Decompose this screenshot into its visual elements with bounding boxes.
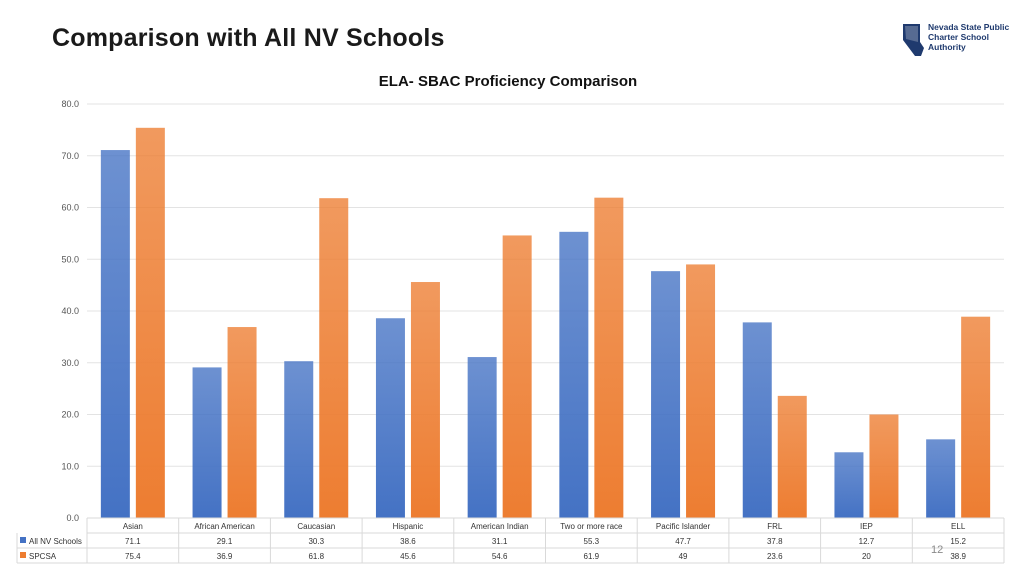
y-tick-label: 50.0 <box>61 254 79 264</box>
y-tick-label: 30.0 <box>61 358 79 368</box>
y-tick-label: 10.0 <box>61 461 79 471</box>
y-tick-label: 80.0 <box>61 99 79 109</box>
bar-spcsa <box>227 327 257 518</box>
logo-text-line: Authority <box>928 42 966 52</box>
page-number: 12 <box>931 544 944 556</box>
bar-all-nv-schools <box>834 452 864 518</box>
legend-swatch <box>20 537 26 543</box>
data-label: 12.7 <box>859 537 875 546</box>
bar-all-nv-schools <box>284 361 314 518</box>
category-label: Pacific Islander <box>656 522 711 531</box>
data-label: 30.3 <box>308 537 324 546</box>
legend-swatch <box>20 552 26 558</box>
data-label: 75.4 <box>125 552 141 561</box>
logo-text-line: Nevada State Public <box>928 22 1010 32</box>
bar-all-nv-schools <box>192 367 222 518</box>
data-label: 15.2 <box>950 537 966 546</box>
legend-label: SPCSA <box>29 552 57 561</box>
bar-spcsa <box>961 316 991 518</box>
category-label: American Indian <box>471 522 529 531</box>
nevada-state-icon <box>903 24 924 56</box>
category-label: FRL <box>767 522 783 531</box>
data-label: 61.8 <box>308 552 324 561</box>
data-label: 55.3 <box>584 537 600 546</box>
legend-label: All NV Schools <box>29 537 82 546</box>
data-label: 23.6 <box>767 552 783 561</box>
bar-all-nv-schools <box>926 439 956 518</box>
data-label: 38.6 <box>400 537 416 546</box>
data-label: 71.1 <box>125 537 141 546</box>
bar-spcsa <box>594 197 624 519</box>
bar-all-nv-schools <box>375 318 405 518</box>
data-label: 47.7 <box>675 537 691 546</box>
data-label: 31.1 <box>492 537 508 546</box>
bar-spcsa <box>410 282 440 518</box>
y-tick-label: 0.0 <box>66 513 79 523</box>
data-label: 38.9 <box>950 552 966 561</box>
bar-spcsa <box>135 127 165 519</box>
category-label: Two or more race <box>560 522 623 531</box>
category-label: ELL <box>951 522 966 531</box>
bar-all-nv-schools <box>559 231 589 518</box>
logo-text-line: Charter School <box>928 32 989 42</box>
category-label: African American <box>194 522 254 531</box>
bar-all-nv-schools <box>100 150 130 518</box>
data-label: 54.6 <box>492 552 508 561</box>
bar-spcsa <box>502 235 532 518</box>
bar-all-nv-schools <box>742 322 772 518</box>
data-label: 49 <box>679 552 688 561</box>
logo: Nevada State Public Charter School Autho… <box>902 22 1012 58</box>
bar-spcsa <box>777 395 807 518</box>
logo-text: Nevada State Public Charter School Autho… <box>928 22 1009 52</box>
slide-title: Comparison with All NV Schools <box>52 24 445 52</box>
y-tick-label: 40.0 <box>61 306 79 316</box>
category-label: Caucasian <box>297 522 335 531</box>
y-tick-label: 20.0 <box>61 410 79 420</box>
category-label: IEP <box>860 522 873 531</box>
data-label: 61.9 <box>584 552 600 561</box>
chart-title: ELA- SBAC Proficiency Comparison <box>378 73 638 90</box>
data-label: 37.8 <box>767 537 783 546</box>
category-label: Hispanic <box>393 522 424 531</box>
data-label: 29.1 <box>217 537 233 546</box>
data-label: 36.9 <box>217 552 233 561</box>
bar-spcsa <box>319 198 349 518</box>
y-tick-label: 70.0 <box>61 151 79 161</box>
y-tick-label: 60.0 <box>61 203 79 213</box>
bar-spcsa <box>869 414 899 518</box>
bar-all-nv-schools <box>467 357 497 518</box>
data-label: 45.6 <box>400 552 416 561</box>
category-label: Asian <box>123 522 143 531</box>
bar-spcsa <box>686 264 716 518</box>
data-label: 20 <box>862 552 871 561</box>
bar-all-nv-schools <box>651 271 681 518</box>
